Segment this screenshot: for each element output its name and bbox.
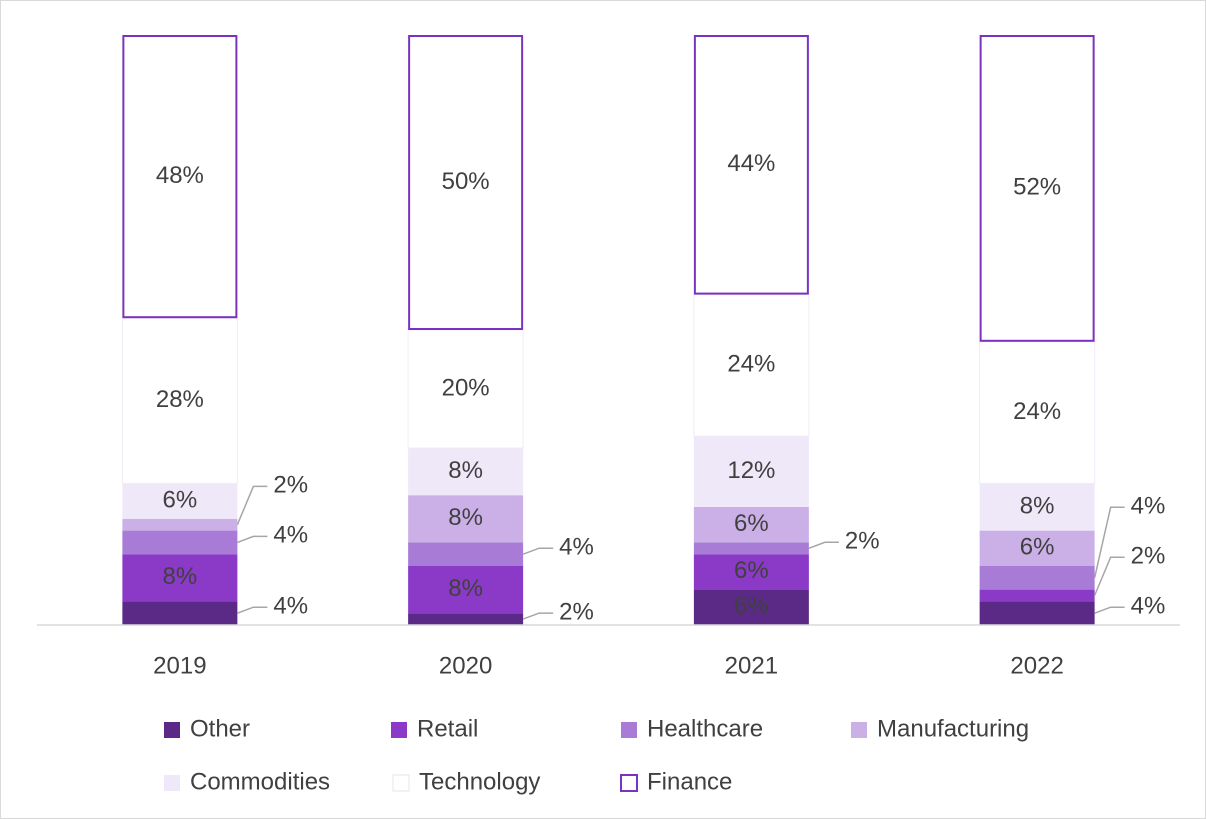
bar-segment <box>693 294 810 437</box>
data-label: 6% <box>1020 534 1055 561</box>
data-label: 4% <box>1131 593 1166 620</box>
legend-label: Retail <box>417 715 478 742</box>
bar-segment <box>693 542 809 555</box>
bar-segment <box>122 601 238 625</box>
data-label: 2% <box>1131 543 1166 570</box>
legend-label: Other <box>190 715 250 742</box>
data-label: 2% <box>273 472 308 499</box>
data-label: 6% <box>734 593 769 620</box>
bar-segment <box>979 483 1095 531</box>
x-tick-label: 2021 <box>725 652 778 679</box>
x-tick-label: 2022 <box>1010 652 1063 679</box>
bar-segment <box>408 495 524 543</box>
data-label: 4% <box>1131 493 1166 520</box>
data-label: 12% <box>727 457 775 484</box>
legend-marker <box>391 722 407 738</box>
bar-segment <box>979 601 1095 625</box>
leader-line <box>522 547 554 555</box>
data-label: 4% <box>559 534 594 561</box>
legend-marker <box>620 774 638 792</box>
x-tick-label: 2020 <box>439 652 492 679</box>
leader-line <box>237 606 268 614</box>
data-label: 24% <box>727 351 775 378</box>
bar-segment <box>979 589 1095 602</box>
bar-segment <box>979 530 1095 566</box>
legend-label: Commodities <box>190 768 330 795</box>
bar-segment <box>408 35 524 330</box>
data-label: 6% <box>734 557 769 584</box>
leader-line <box>1094 606 1125 614</box>
legend-label: Healthcare <box>647 715 763 742</box>
bar-segment <box>408 448 524 496</box>
data-label: 6% <box>163 486 198 513</box>
data-label: 8% <box>448 504 483 531</box>
bar-segment <box>979 566 1095 590</box>
leader-line <box>236 485 268 525</box>
data-label: 48% <box>156 162 204 189</box>
bar-segment <box>122 483 238 519</box>
data-label: 24% <box>1013 398 1061 425</box>
bar-segment <box>122 530 238 555</box>
bar-segment <box>408 542 524 566</box>
legend-marker <box>621 722 637 738</box>
legend-marker <box>392 774 410 792</box>
data-label: 28% <box>156 386 204 413</box>
bar-segment <box>693 35 809 295</box>
data-label: 44% <box>727 150 775 177</box>
x-tick-label: 2019 <box>153 652 206 679</box>
bar-segment <box>693 554 809 590</box>
data-label: 2% <box>845 528 880 555</box>
leader-line <box>237 535 268 544</box>
data-label: 50% <box>442 168 490 195</box>
bar-segment <box>122 35 238 319</box>
legend-marker <box>164 722 180 738</box>
leader-line <box>1093 506 1125 578</box>
data-label: 8% <box>448 575 483 602</box>
data-label: 20% <box>442 374 490 401</box>
data-label: 8% <box>163 563 198 590</box>
data-label: 6% <box>734 510 769 537</box>
bar-segment <box>693 507 809 543</box>
data-label: 2% <box>559 598 594 625</box>
bar-segment <box>979 35 1095 342</box>
bar-segment <box>693 589 809 625</box>
legend-marker <box>851 722 867 738</box>
data-label: 4% <box>273 593 308 620</box>
bar-segment <box>979 341 1096 484</box>
data-label: 8% <box>448 457 483 484</box>
bar-segment <box>408 566 524 614</box>
leader-line <box>808 541 839 550</box>
data-label: 4% <box>273 522 308 549</box>
data-label: 52% <box>1013 174 1061 201</box>
bar-segment <box>408 613 524 625</box>
bar-segment <box>122 518 238 531</box>
leader-line <box>1093 556 1125 596</box>
data-label: 8% <box>1020 492 1055 519</box>
legend-label: Finance <box>647 768 732 795</box>
bar-segment <box>122 554 238 602</box>
leader-line <box>522 612 554 620</box>
bar-segment <box>121 317 238 484</box>
legend-label: Technology <box>419 768 540 795</box>
legend-marker <box>164 775 180 791</box>
bar-segment <box>693 436 809 507</box>
bar-segment <box>407 329 524 449</box>
legend-label: Manufacturing <box>877 715 1029 742</box>
